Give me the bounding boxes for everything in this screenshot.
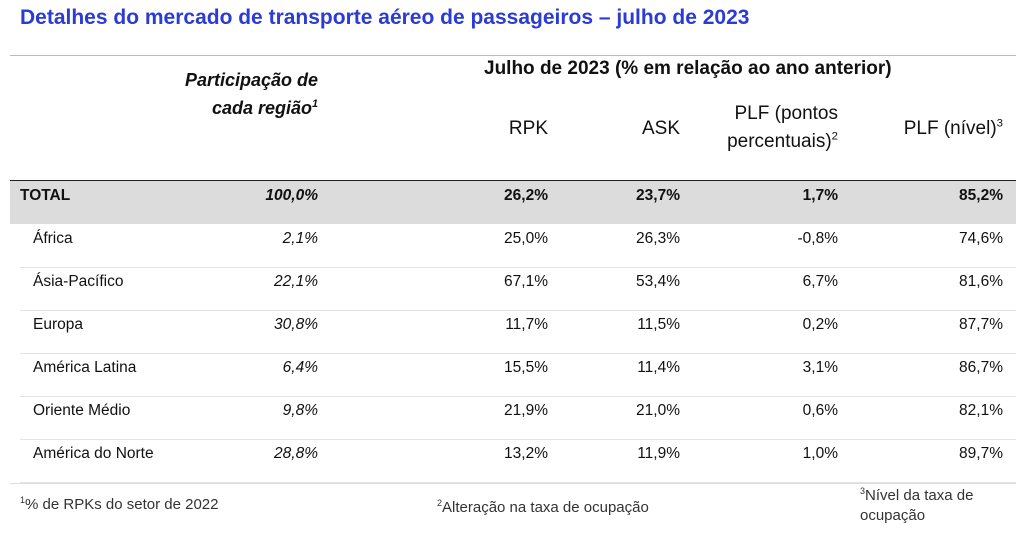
cell-value: 74,6% xyxy=(959,230,1003,247)
cell-value: 9,8% xyxy=(282,402,318,419)
cell-value: 3,1% xyxy=(802,359,838,376)
cell-value: 1,7% xyxy=(802,187,838,204)
cell-value: -0,8% xyxy=(797,230,839,247)
column-label: RPK xyxy=(508,118,548,139)
cell-value: 28,8% xyxy=(274,445,318,462)
column-label: PLF (nível) xyxy=(903,118,997,139)
cell-value: 11,9% xyxy=(637,445,680,462)
column-sup: 1 xyxy=(311,98,318,110)
column-label: ASK xyxy=(641,118,680,139)
row-label: América Latina xyxy=(33,359,137,376)
cell-value: 100,0% xyxy=(265,187,318,204)
row-separator xyxy=(20,310,1016,311)
footnote: 1% de RPKs do setor de 2022 xyxy=(20,495,218,515)
cell-value: 11,5% xyxy=(637,316,680,333)
column-header: PLF (nível)3 xyxy=(843,115,1003,143)
cell-value: 67,1% xyxy=(504,273,548,290)
cell-value: 6,7% xyxy=(802,273,838,290)
row-separator xyxy=(20,267,1016,268)
column-header: RPK xyxy=(448,115,548,143)
cell-value: 30,8% xyxy=(274,316,318,333)
cell-value: 86,7% xyxy=(959,359,1003,376)
group-header: Julho de 2023 (% em relação ao ano anter… xyxy=(484,58,892,79)
row-separator xyxy=(20,353,1016,354)
total-band xyxy=(10,181,1016,224)
page-title: Detalhes do mercado de transporte aéreo … xyxy=(20,6,750,29)
row-label: África xyxy=(33,230,73,247)
cell-value: 89,7% xyxy=(959,445,1003,462)
footnote-text: % de RPKs do setor de 2022 xyxy=(25,496,219,513)
column-label: PLF (pontos percentuais) xyxy=(727,103,838,152)
row-separator xyxy=(20,439,1016,440)
cell-value: 26,2% xyxy=(504,187,548,204)
cell-value: 6,4% xyxy=(282,359,318,376)
row-label: TOTAL xyxy=(20,187,71,204)
footnote-sup: 2 xyxy=(437,498,443,508)
column-header: PLF (pontos percentuais)2 xyxy=(678,100,838,156)
cell-value: 22,1% xyxy=(274,273,318,290)
cell-value: 25,0% xyxy=(504,230,548,247)
cell-value: 81,6% xyxy=(959,273,1003,290)
cell-value: 21,9% xyxy=(504,402,548,419)
cell-value: 13,2% xyxy=(504,445,548,462)
bottom-rule xyxy=(10,483,1016,484)
cell-value: 11,7% xyxy=(505,316,548,333)
cell-value: 82,1% xyxy=(959,402,1003,419)
cell-value: 23,7% xyxy=(636,187,680,204)
row-label: Ásia-Pacífico xyxy=(33,273,124,290)
row-label: Oriente Médio xyxy=(33,402,131,419)
cell-value: 11,4% xyxy=(637,359,680,376)
cell-value: 85,2% xyxy=(959,187,1003,204)
footnote-sup: 1 xyxy=(20,495,26,505)
cell-value: 21,0% xyxy=(636,402,680,419)
footnote: 3Nível da taxa de ocupação xyxy=(860,486,1000,526)
cell-value: 1,0% xyxy=(802,445,838,462)
footnote-text: Alteração na taxa de ocupação xyxy=(442,499,649,516)
row-separator xyxy=(20,396,1016,397)
column-sup: 3 xyxy=(996,117,1003,130)
footnote-sup: 3 xyxy=(860,486,866,496)
footnote-text: Nível da taxa de ocupação xyxy=(860,487,974,524)
cell-value: 0,2% xyxy=(802,316,838,333)
top-rule xyxy=(10,55,1016,56)
cell-value: 2,1% xyxy=(282,230,318,247)
column-header: Participação de cada região1 xyxy=(158,66,318,122)
column-header: ASK xyxy=(580,115,680,143)
cell-value: 87,7% xyxy=(959,316,1003,333)
row-label: Europa xyxy=(33,316,83,333)
cell-value: 15,5% xyxy=(504,359,548,376)
cell-value: 0,6% xyxy=(802,402,838,419)
column-label: Participação de cada região xyxy=(184,70,318,118)
footnote: 2Alteração na taxa de ocupação xyxy=(437,498,649,518)
row-separator xyxy=(20,482,1016,483)
column-sup: 2 xyxy=(831,130,838,143)
row-label: América do Norte xyxy=(33,445,154,462)
cell-value: 53,4% xyxy=(636,273,680,290)
cell-value: 26,3% xyxy=(636,230,680,247)
